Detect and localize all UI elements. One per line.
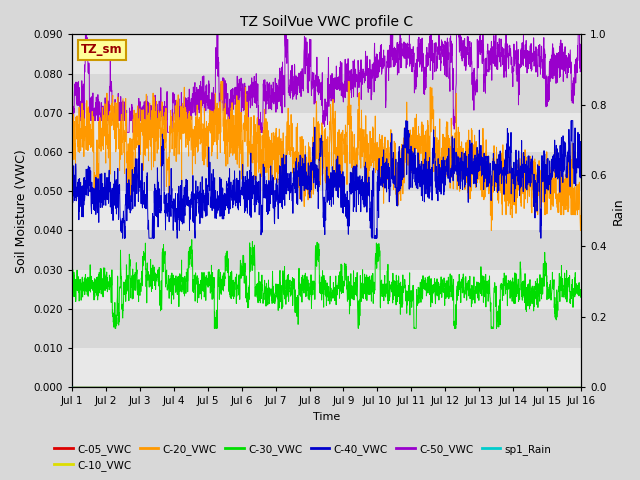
Bar: [72, 191, 581, 230]
Bar: [72, 230, 581, 270]
Legend: C-05_VWC, C-10_VWC, C-20_VWC, C-30_VWC, C-40_VWC, C-50_VWC, sp1_Rain: C-05_VWC, C-10_VWC, C-20_VWC, C-30_VWC, …: [50, 439, 556, 475]
Text: TZ_sm: TZ_sm: [81, 43, 123, 56]
Bar: [72, 152, 581, 191]
Bar: [72, 113, 581, 152]
Y-axis label: Rain: Rain: [612, 197, 625, 225]
X-axis label: Time: Time: [313, 412, 340, 422]
Bar: [72, 35, 581, 73]
Bar: [72, 270, 581, 309]
Bar: [72, 73, 581, 113]
Bar: [72, 348, 581, 387]
Bar: [72, 309, 581, 348]
Title: TZ SoilVue VWC profile C: TZ SoilVue VWC profile C: [240, 15, 413, 29]
Y-axis label: Soil Moisture (VWC): Soil Moisture (VWC): [15, 149, 28, 273]
